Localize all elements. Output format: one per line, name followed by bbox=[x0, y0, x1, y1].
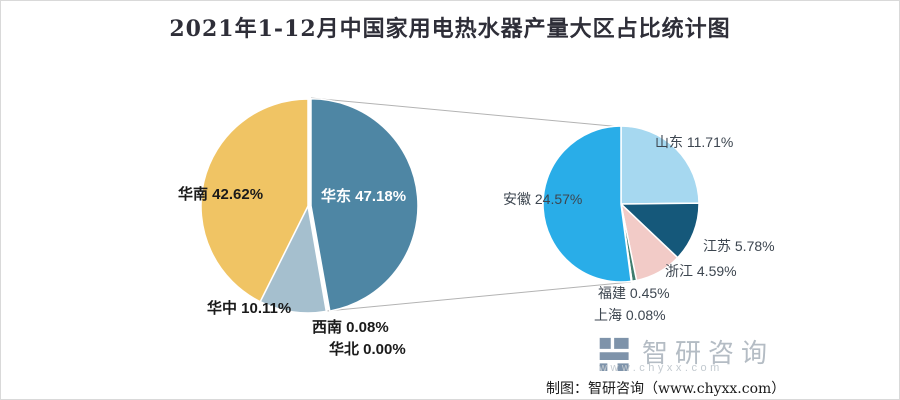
main-label-huazhong: 华中 10.11% bbox=[207, 300, 292, 317]
sec-label-jiangsu: 江苏 5.78% bbox=[703, 238, 775, 254]
sec-label-anhui: 安徽 24.57% bbox=[503, 191, 583, 207]
main-label-huadong: 华东 47.18% bbox=[321, 188, 407, 205]
sec-label-fujian: 福建 0.45% bbox=[598, 285, 670, 301]
main-label-huabei: 华北 0.00% bbox=[329, 341, 406, 358]
logo-url: www.chyxx.com bbox=[599, 362, 723, 374]
connector-line-top bbox=[310, 97, 623, 128]
connector-line-bottom bbox=[326, 281, 632, 312]
sec-label-zhejiang: 浙江 4.59% bbox=[665, 263, 737, 279]
pie-slice-华东[interactable] bbox=[310, 97, 419, 312]
pie-slice-安徽[interactable] bbox=[542, 125, 632, 283]
secondary-pie bbox=[542, 125, 700, 283]
logo-text: 智研咨询 bbox=[642, 338, 775, 368]
pie-slice-江苏[interactable] bbox=[619, 202, 700, 259]
main-label-huanan: 华南 42.62% bbox=[178, 186, 264, 203]
sec-label-shanghai: 上海 0.08% bbox=[594, 307, 666, 323]
main-label-xinan: 西南 0.08% bbox=[312, 319, 389, 336]
zhiyan-logo-icon bbox=[599, 337, 629, 371]
chart-title: 2021年1-12月中国家用电热水器产量大区占比统计图 bbox=[169, 16, 731, 42]
credit-line: 制图：智研咨询（www.chyxx.com） bbox=[546, 381, 786, 397]
pie-slice-华南[interactable] bbox=[200, 98, 309, 303]
pie-slice-山东[interactable] bbox=[620, 125, 700, 205]
main-pie bbox=[200, 97, 419, 314]
sec-label-shandong: 山东 11.71% bbox=[655, 134, 734, 150]
